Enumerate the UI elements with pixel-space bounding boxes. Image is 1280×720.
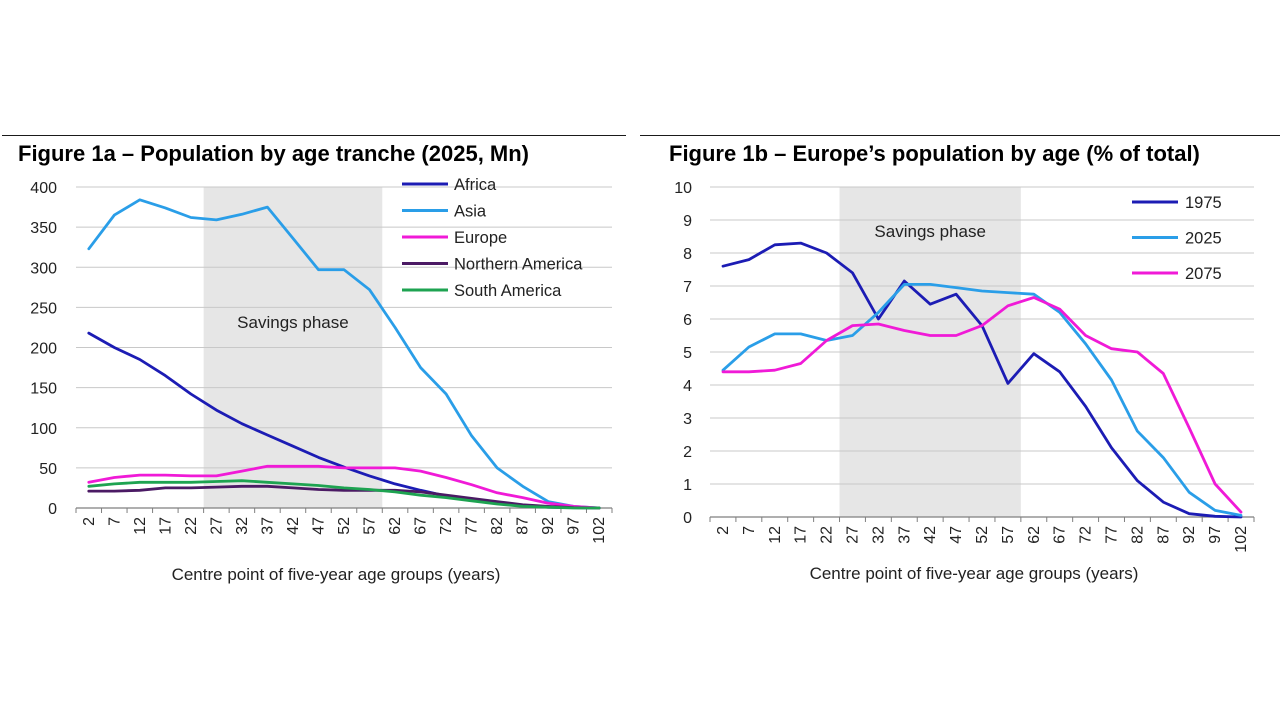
fig1b-y-tick-label: 2 [683,444,692,461]
fig1b-x-tick-label: 22 [819,526,836,544]
top-rule-left [2,135,626,136]
figure-1b-title: Figure 1b – Europe’s population by age (… [669,141,1200,166]
fig1b-x-tick-label: 12 [767,526,784,544]
fig1a-y-tick-label: 200 [30,341,57,358]
fig1a-x-tick-label: 22 [183,517,200,535]
fig1b-x-tick-label: 52 [974,526,991,544]
fig1b-x-tick-label: 2 [715,526,732,535]
fig1a-x-tick-label: 82 [489,517,506,535]
fig1b-x-tick-label: 42 [922,526,939,544]
fig1a-y-tick-label: 100 [30,421,57,438]
fig1a-x-tick-label: 87 [515,517,532,535]
fig1a-x-tick-label: 7 [106,517,123,526]
fig1a-x-tick-label: 42 [285,517,302,535]
fig1b-x-tick-label: 7 [741,526,758,535]
fig1a-x-tick-label: 47 [310,517,327,535]
fig1a-savings-label: Savings phase [237,313,349,332]
fig1a-x-tick-label: 97 [566,517,583,535]
fig1a-legend-label-northern-america: Northern America [454,256,583,274]
fig1a-y-tick-label: 250 [30,300,57,317]
fig1a-x-tick-label: 27 [208,517,225,535]
fig1b-x-tick-label: 57 [1000,526,1017,544]
fig1b-series-line-2025 [721,283,1243,517]
fig1a-series-line-northern-america [87,484,601,510]
fig1b-x-tick-label: 97 [1207,526,1224,544]
fig1a-x-tick-label: 52 [336,517,353,535]
fig1a-y-tick-label: 350 [30,220,57,237]
fig1a-series-line-asia [87,198,601,510]
fig1b-y-tick-label: 1 [683,477,692,494]
fig1b-y-tick-label: 9 [683,213,692,230]
fig1a-x-tick-label: 37 [259,517,276,535]
fig1b-y-tick-label: 5 [683,345,692,362]
fig1b-x-tick-label: 87 [1155,526,1172,544]
fig1b-legend-label-2025: 2025 [1185,230,1222,248]
fig1a-y-tick-label: 0 [48,501,57,518]
fig1a-y-tick-label: 50 [39,461,57,478]
fig1a-x-tick-label: 12 [132,517,149,535]
fig1b-x-tick-label: 102 [1233,526,1250,553]
fig1b-x-tick-label: 37 [896,526,913,544]
fig1b-savings-label: Savings phase [874,222,986,241]
figure-1a-title: Figure 1a – Population by age tranche (2… [18,141,530,166]
fig1a-x-tick-label: 72 [438,517,455,535]
fig1b-x-tick-label: 47 [948,526,965,544]
fig1a-y-tick-label: 300 [30,260,57,277]
fig1a-legend-label-asia: Asia [454,203,487,221]
fig1b-y-tick-label: 4 [683,378,692,395]
fig1a-x-axis-title: Centre point of five-year age groups (ye… [172,565,501,584]
fig1a-x-tick-label: 92 [540,517,557,535]
fig1b-y-tick-label: 8 [683,246,692,263]
fig1b-x-axis-title: Centre point of five-year age groups (ye… [810,564,1139,583]
top-rule-right [640,135,1280,136]
fig1a-series-line-europe [87,464,601,510]
fig1b-y-tick-label: 7 [683,279,692,296]
fig1b-x-tick-label: 67 [1052,526,1069,544]
fig1b-legend-label-2075: 2075 [1185,265,1222,283]
fig1b-y-tick-label: 6 [683,312,692,329]
fig1a-x-tick-label: 57 [362,517,379,535]
fig1b-x-tick-label: 17 [793,526,810,544]
fig1a-x-tick-label: 77 [464,517,481,535]
fig1a-legend-label-europe: Europe [454,229,507,247]
fig1b-x-tick-label: 62 [1026,526,1043,544]
fig1a-legend-label-south-america: South America [454,282,562,300]
fig1b-series-line-2075 [721,296,1243,514]
fig1a-y-tick-label: 150 [30,381,57,398]
fig1a-x-tick-label: 102 [591,517,608,544]
fig1b-x-tick-label: 32 [870,526,887,544]
fig1a-legend-label-africa: Africa [454,176,497,194]
fig1a-x-tick-label: 67 [413,517,430,535]
fig1b-x-tick-label: 82 [1129,526,1146,544]
fig1a-series-line-south-america [87,479,601,510]
fig1a-y-tick-label: 400 [30,180,57,197]
fig1b-y-tick-label: 3 [683,411,692,428]
fig1a-x-tick-label: 2 [81,517,98,526]
fig1a-x-tick-label: 17 [157,517,174,535]
fig1a-x-tick-label: 32 [234,517,251,535]
fig1b-x-tick-label: 77 [1104,526,1121,544]
fig1b-x-tick-label: 27 [844,526,861,544]
fig1b-x-tick-label: 72 [1078,526,1095,544]
fig1b-legend-label-1975: 1975 [1185,194,1222,212]
fig1b-y-tick-label: 0 [683,510,692,527]
fig1b-x-tick-label: 92 [1181,526,1198,544]
fig1b-y-tick-label: 10 [674,180,692,197]
fig1a-x-tick-label: 62 [387,517,404,535]
